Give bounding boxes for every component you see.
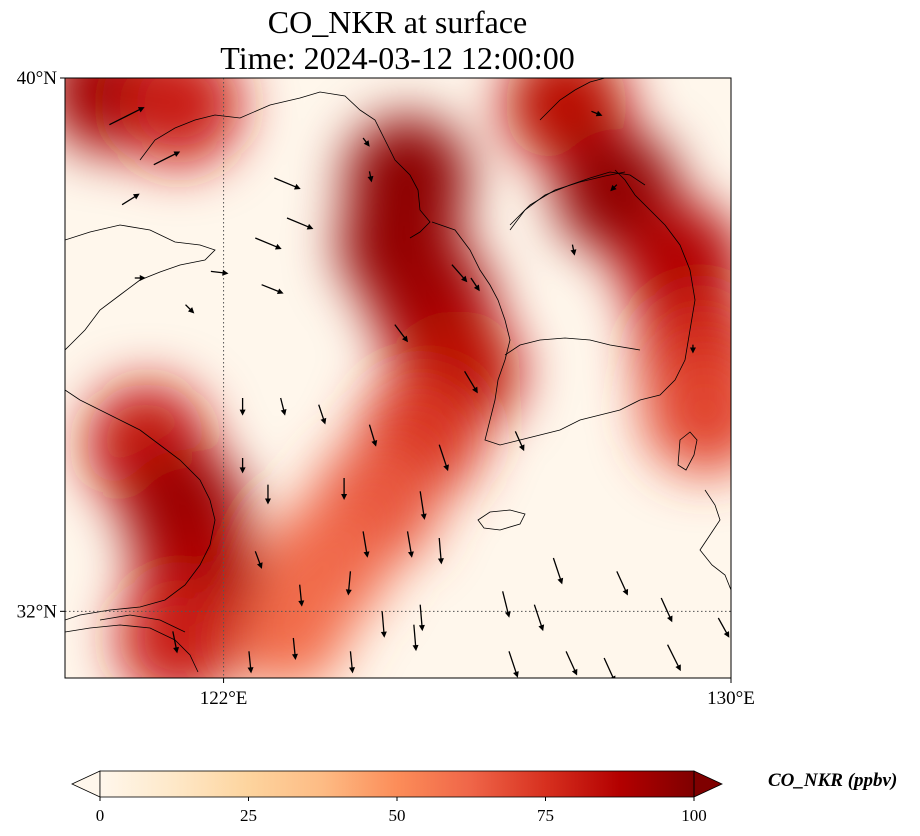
coast-north-china [65, 224, 216, 351]
coastlines [65, 78, 731, 673]
map-frame [64, 77, 732, 679]
x-tick-label: 122°E [200, 688, 248, 709]
concentration-field [65, 78, 731, 678]
wind-arrow [502, 591, 511, 618]
plume-blob [117, 78, 242, 167]
wind-arrow [362, 137, 370, 147]
wind-arrow [470, 277, 480, 292]
wind-arrow [603, 657, 616, 678]
wind-arrow [298, 584, 305, 607]
island-jeju [477, 509, 526, 531]
wind-arrow [254, 551, 263, 569]
wind-arrow [464, 370, 478, 394]
wind-arrow [261, 284, 284, 295]
colorbar: 0 25 50 75 100 [71, 770, 723, 825]
wind-arrow [689, 344, 696, 354]
wind-arrow [368, 424, 378, 447]
coast-korea-west [431, 169, 696, 446]
wind-arrow [412, 624, 419, 652]
coast-liaodong-bohai [139, 91, 431, 239]
colorbar-tick-label: 50 [389, 806, 406, 825]
map-title: CO_NKR at surface [267, 4, 528, 40]
y-tick-label: 32°N [17, 601, 58, 622]
wind-arrow [380, 611, 387, 638]
wind-arrow [552, 557, 564, 585]
wind-arrow [185, 304, 195, 314]
y-tick-label: 40°N [17, 68, 58, 89]
wind-arrow [616, 571, 629, 596]
axis-ticks: 122°E 130°E 40°N 32°N [17, 68, 755, 709]
wind-arrow [239, 398, 246, 416]
map-subtitle-time: Time: 2024-03-12 12:00:00 [220, 40, 575, 76]
wind-arrow [451, 264, 468, 283]
coast-kyushu [699, 489, 731, 591]
colorbar-tick-label: 100 [681, 806, 707, 825]
wind-arrow [264, 484, 271, 505]
wind-arrow [565, 651, 578, 676]
wind-arrow [109, 107, 145, 126]
wind-arrow [418, 604, 425, 632]
wind-arrow [508, 651, 519, 678]
wind-arrow [717, 617, 730, 638]
wind-arrow [121, 193, 140, 206]
wind-arrow [533, 604, 545, 632]
wind-arrow [438, 444, 449, 472]
border-korea-dmz [504, 337, 641, 356]
colorbar-gradient [100, 771, 694, 797]
colorbar-tick-label: 25 [240, 806, 257, 825]
coast-korea-north [509, 171, 646, 231]
plume-blob [643, 349, 731, 474]
coast-shandong [65, 389, 216, 621]
wind-arrow [239, 458, 246, 474]
wind-arrow [341, 478, 348, 500]
wind-arrow [172, 631, 179, 654]
colorbar-title: CO_NKR (ppbv) [768, 770, 898, 791]
wind-arrow [210, 269, 229, 276]
colorbar-ticks: 0 25 50 75 100 [96, 797, 707, 825]
wind-arrow [291, 637, 298, 660]
coast-yangtze-mouth-2 [99, 614, 186, 633]
border-china-korea [509, 171, 626, 226]
wind-arrow [255, 237, 282, 250]
wind-vectors [109, 107, 730, 713]
colorbar-extend-min [71, 770, 101, 798]
wind-arrow [247, 651, 254, 674]
wind-arrow [394, 324, 409, 343]
wind-arrow [610, 184, 618, 192]
colorbar-tick-label: 0 [96, 806, 105, 825]
gridlines [65, 78, 731, 678]
wind-arrow [345, 571, 352, 596]
wind-arrow [591, 110, 603, 117]
coast-primorye [539, 78, 606, 121]
wind-arrow [666, 644, 681, 672]
wind-arrow [153, 151, 181, 166]
colorbar-tick-label: 75 [537, 806, 554, 825]
wind-arrow [349, 651, 356, 674]
plume-blob [117, 576, 242, 678]
wind-arrow [661, 691, 674, 713]
wind-arrow [570, 244, 577, 256]
colorbar-extend-max [693, 770, 723, 798]
wind-arrow [362, 531, 370, 558]
wind-arrow [274, 177, 301, 190]
wind-arrow [318, 404, 327, 425]
wind-arrow [280, 397, 287, 416]
wind-arrow [419, 491, 427, 520]
wind-arrow [286, 217, 314, 230]
x-tick-label: 130°E [707, 688, 755, 709]
wind-arrow [660, 597, 673, 623]
wind-arrow [437, 537, 444, 565]
wind-arrow [514, 431, 525, 452]
island-tsushima [677, 431, 698, 471]
wind-arrow [134, 275, 146, 281]
wind-arrow [406, 531, 414, 558]
wind-arrow [367, 171, 374, 183]
coast-yangtze-mouth [65, 624, 199, 673]
